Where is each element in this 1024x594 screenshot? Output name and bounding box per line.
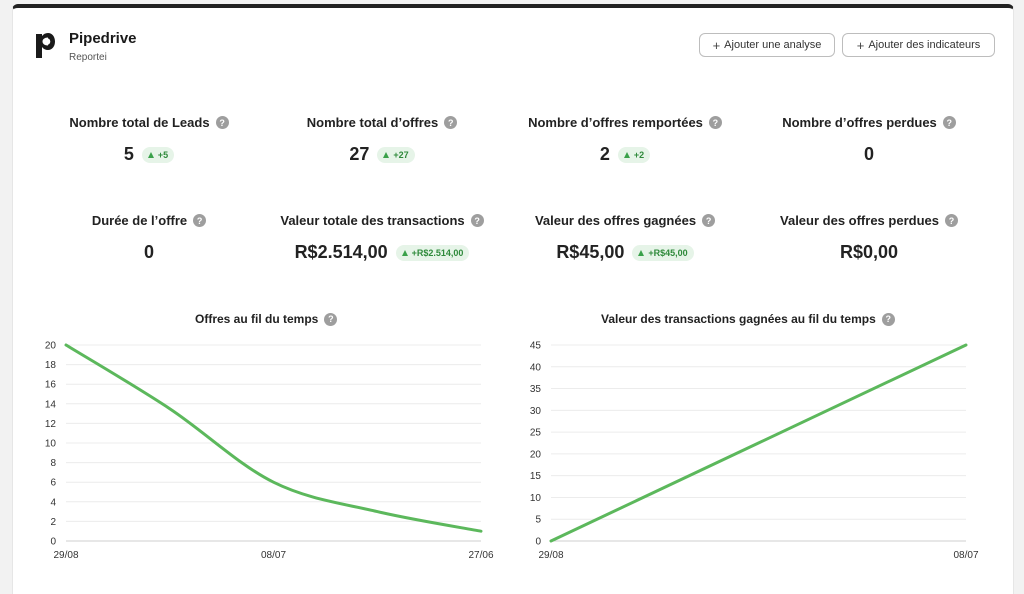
kpi-value: 0 <box>863 144 874 164</box>
kpi-title: Valeur des offres perdues <box>780 213 939 228</box>
plus-icon: + <box>712 37 721 53</box>
help-icon[interactable]: ? <box>702 214 716 227</box>
kpi-title: Valeur totale des transactions <box>280 213 465 228</box>
y-tick-label: 0 <box>50 537 56 548</box>
x-tick-label: 29/08 <box>538 550 563 561</box>
y-tick-label: 6 <box>50 478 56 489</box>
app-subtitle: Reportei <box>69 52 107 63</box>
kpi-total-offers: Nombre total d’offres? 27 +27 <box>267 115 497 165</box>
kpi-lost-offers: Nombre d’offres perdues? 0 <box>754 115 984 165</box>
delta-value: +R$45,00 <box>648 247 688 258</box>
report-panel: Pipedrive Reportei + Ajouter une analyse… <box>12 4 1014 594</box>
kpi-value: 27 <box>349 144 370 164</box>
add-indicators-button[interactable]: + Ajouter des indicateurs <box>842 33 995 57</box>
y-tick-label: 10 <box>45 439 57 450</box>
y-tick-label: 20 <box>530 449 542 460</box>
y-tick-label: 5 <box>535 515 541 526</box>
y-tick-label: 8 <box>50 458 56 469</box>
kpi-lost-offers-value: Valeur des offres perdues? R$0,00 <box>754 213 984 263</box>
add-indicators-label: Ajouter des indicateurs <box>868 39 981 51</box>
help-icon[interactable]: ? <box>942 116 956 129</box>
delta-badge: +R$45,00 <box>632 244 694 261</box>
help-icon[interactable]: ? <box>215 116 229 129</box>
kpi-title: Nombre d’offres remportées <box>528 115 703 130</box>
y-tick-label: 0 <box>535 537 541 548</box>
y-tick-label: 12 <box>45 419 57 430</box>
kpi-title: Nombre total de Leads <box>69 115 210 130</box>
delta-value: +2 <box>633 149 645 160</box>
kpi-value: R$45,00 <box>556 242 625 262</box>
pipedrive-logo-icon <box>36 33 55 58</box>
kpi-title: Nombre d’offres perdues <box>782 115 937 130</box>
y-tick-label: 45 <box>530 341 542 352</box>
plus-icon: + <box>856 37 865 53</box>
kpi-total-transaction-value: Valeur totale des transactions? R$2.514,… <box>267 213 497 263</box>
x-tick-label: 08/07 <box>953 550 978 561</box>
y-tick-label: 10 <box>530 493 542 504</box>
y-tick-label: 40 <box>530 362 542 373</box>
y-tick-label: 35 <box>530 384 542 395</box>
kpi-value: R$2.514,00 <box>294 242 388 262</box>
help-icon[interactable]: ? <box>881 312 895 326</box>
kpi-offer-duration: Durée de l’offre? 0 <box>34 213 264 263</box>
chart-title-text: Offres au fil du temps <box>195 312 319 326</box>
delta-value: +27 <box>393 149 409 160</box>
arrow-up-icon <box>623 151 630 158</box>
kpi-won-offers-value: Valeur des offres gagnées? R$45,00 +R$45,… <box>510 213 740 263</box>
series-line <box>549 343 968 543</box>
y-tick-label: 2 <box>50 517 56 528</box>
help-icon[interactable]: ? <box>470 214 484 227</box>
x-tick-label: 08/07 <box>261 550 286 561</box>
help-icon[interactable]: ? <box>708 116 722 129</box>
series-line <box>64 343 483 533</box>
add-analysis-label: Ajouter une analyse <box>724 39 822 51</box>
chart-title-text: Valeur des transactions gagnées au fil d… <box>601 312 876 326</box>
y-tick-label: 18 <box>45 360 57 371</box>
kpi-value: 5 <box>123 144 134 164</box>
kpi-title: Durée de l’offre <box>91 213 188 228</box>
kpi-value: 2 <box>599 144 610 164</box>
y-tick-label: 14 <box>45 399 57 410</box>
report-header: Pipedrive Reportei + Ajouter une analyse… <box>13 8 1013 78</box>
arrow-up-icon <box>383 151 390 158</box>
delta-value: +R$2.514,00 <box>411 247 464 258</box>
chart-title-offers-over-time: Offres au fil du temps? <box>195 312 338 326</box>
kpi-won-offers: Nombre d’offres remportées? 2 +2 <box>510 115 740 165</box>
delta-badge: +R$2.514,00 <box>395 244 470 261</box>
y-tick-label: 4 <box>50 497 56 508</box>
arrow-up-icon <box>638 249 645 256</box>
arrow-up-icon <box>401 249 408 256</box>
delta-badge: +2 <box>617 146 651 163</box>
delta-value: +5 <box>157 149 169 160</box>
help-icon[interactable]: ? <box>193 214 207 227</box>
x-tick-label: 27/06 <box>468 550 493 561</box>
y-tick-label: 25 <box>530 428 542 439</box>
app-name: Pipedrive <box>69 30 137 47</box>
help-icon[interactable]: ? <box>944 214 958 227</box>
y-tick-label: 15 <box>530 471 542 482</box>
kpi-value: 0 <box>143 242 154 262</box>
kpi-title: Nombre total d’offres <box>306 115 439 130</box>
y-tick-label: 20 <box>45 341 57 352</box>
kpi-total-leads: Nombre total de Leads? 5 +5 <box>34 115 264 165</box>
help-icon[interactable]: ? <box>324 312 338 326</box>
kpi-title: Valeur des offres gagnées <box>534 213 697 228</box>
chart-title-won-value-over-time: Valeur des transactions gagnées au fil d… <box>601 312 895 326</box>
y-tick-label: 16 <box>45 380 57 391</box>
x-tick-label: 29/08 <box>53 550 78 561</box>
arrow-up-icon <box>147 151 154 158</box>
help-icon[interactable]: ? <box>444 116 458 129</box>
delta-badge: +27 <box>377 146 415 163</box>
add-analysis-button[interactable]: + Ajouter une analyse <box>699 33 835 57</box>
delta-badge: +5 <box>141 146 175 163</box>
y-tick-label: 30 <box>530 406 542 417</box>
kpi-value: R$0,00 <box>839 242 899 262</box>
